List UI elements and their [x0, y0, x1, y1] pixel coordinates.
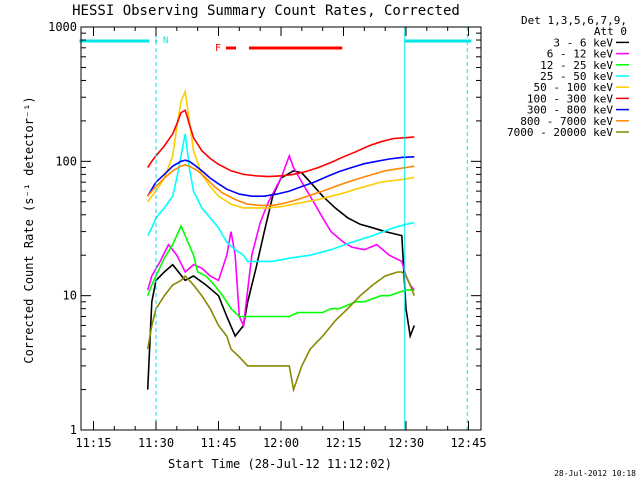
legend-entry-3: 12 - 25 keV: [540, 59, 613, 72]
legend-entry-5: 50 - 100 keV: [534, 81, 614, 94]
x-tick-label: 12:00: [263, 436, 299, 450]
footer-timestamp: 28-Jul-2012 10:18: [554, 469, 636, 478]
legend-entry-8: 800 - 7000 keV: [520, 115, 613, 128]
y-tick-label: 10: [63, 289, 77, 303]
x-axis-label: Start Time (28-Jul-12 11:12:02): [168, 457, 392, 471]
x-tick-label: 12:45: [450, 436, 486, 450]
x-tick-label: 12:15: [325, 436, 361, 450]
y-tick-label: 100: [55, 154, 77, 168]
series-line-6: [147, 109, 415, 178]
legend-entry-4: 25 - 50 keV: [540, 70, 613, 83]
series-layer: [146, 88, 416, 393]
legend-header: Att 0: [594, 25, 627, 38]
night-bar-label: N: [163, 36, 168, 46]
legend-entry-2: 6 - 12 keV: [547, 48, 614, 61]
overlay-layer: NF: [79, 27, 472, 430]
series-line-9: [146, 271, 416, 393]
y-tick-label: 1: [70, 423, 77, 437]
chart-title: HESSI Observing Summary Count Rates, Cor…: [72, 3, 460, 19]
flare-bar-label: F: [215, 43, 221, 54]
series-line-8: [147, 164, 415, 207]
legend-header: Det 1,3,5,6,7,9,: [521, 14, 627, 27]
series-line-2: [146, 153, 415, 329]
legend-entry-7: 300 - 800 keV: [527, 104, 613, 117]
y-tick-label: 1000: [48, 20, 77, 34]
series-line-4: [146, 133, 415, 263]
x-tick-label: 11:15: [75, 436, 111, 450]
y-axis: 1 10 100 1000: [48, 20, 481, 437]
series-line-7: [147, 156, 415, 197]
x-tick-label: 12:30: [388, 436, 424, 450]
y-axis-label: Corrected Count Rate (s⁻¹ detector⁻¹): [22, 96, 36, 363]
legend-entry-6: 100 - 300 keV: [527, 92, 613, 105]
x-tick-label: 11:45: [200, 436, 236, 450]
series-line-3: [146, 224, 415, 318]
series-line-5: [147, 88, 415, 209]
x-tick-label: 11:30: [138, 436, 174, 450]
x-axis: 11:15 11:30 11:45 12:00 12:15 12:30 12:45: [75, 27, 487, 450]
legend-entry-1: 3 - 6 keV: [553, 36, 613, 49]
legend-entry-9: 7000 - 20000 keV: [507, 126, 613, 139]
